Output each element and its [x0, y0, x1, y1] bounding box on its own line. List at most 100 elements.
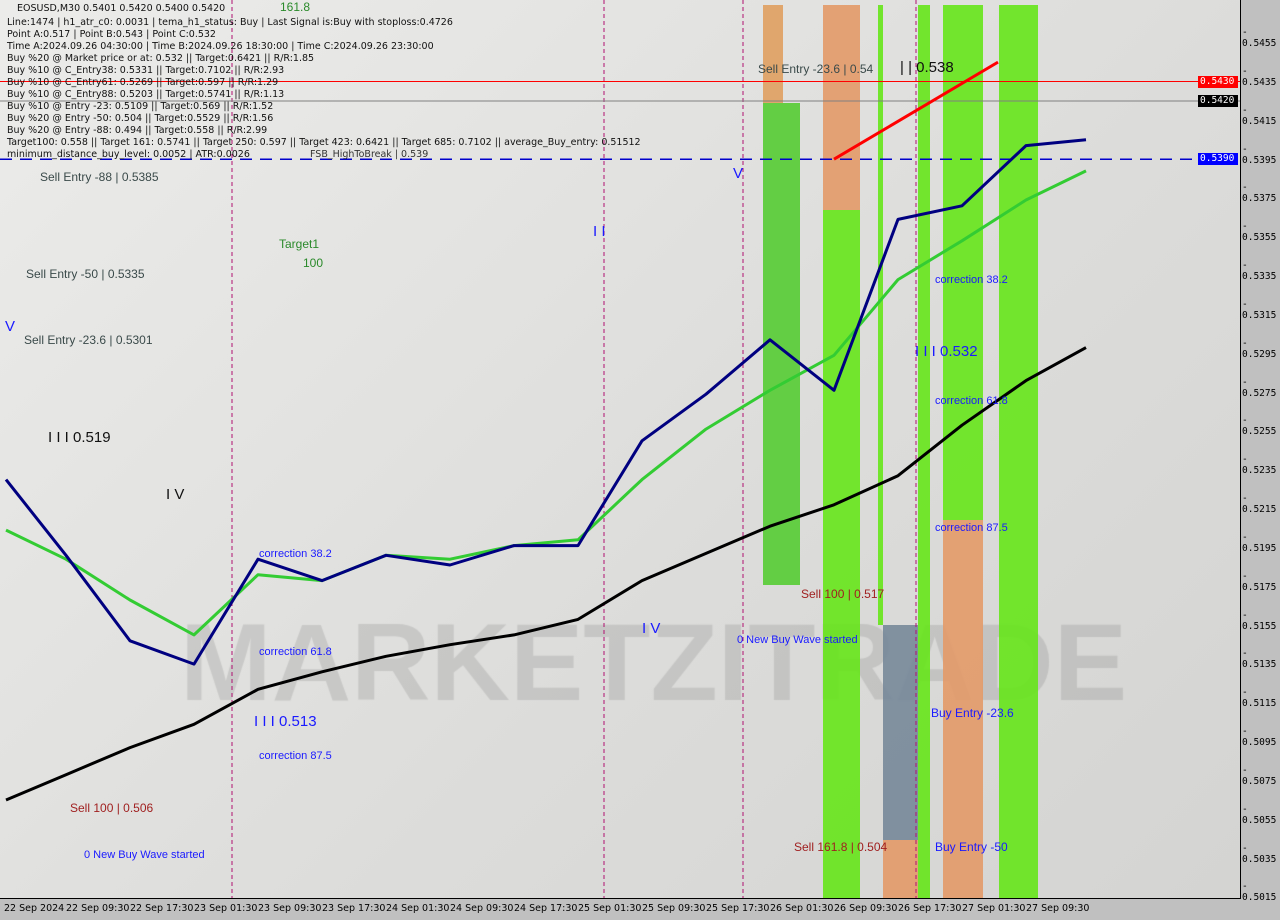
signal-info-line: minimum_distance_buy_level: 0.0052 | ATR…	[7, 149, 250, 160]
price-tick-label: - 0.5155	[1242, 609, 1277, 632]
signal-info-line: Buy %10 @ C_Entry88: 0.5203 || Target:0.…	[7, 89, 285, 100]
sell-100-label: Sell 100 | 0.506	[70, 801, 154, 815]
correction-875-label: correction 87.5	[259, 750, 332, 762]
time-tick-label: 23 Sep 01:30	[194, 903, 258, 914]
wave-ii-label: I I	[593, 223, 606, 240]
symbol-ohlc: EOSUSD,M30 0.5401 0.5420 0.5400 0.5420	[17, 3, 226, 14]
signal-zone-band	[823, 5, 860, 210]
wave-iv-mid-label: I V	[642, 620, 661, 637]
price-tick-label: - 0.5135	[1242, 648, 1277, 671]
sell-entry-88-label: Sell Entry -88 | 0.5385	[40, 170, 159, 184]
time-tick-label: 24 Sep 01:30	[386, 903, 450, 914]
time-tick-label: 25 Sep 17:30	[706, 903, 770, 914]
price-tick-label: - 0.5255	[1242, 415, 1277, 438]
signal-info-line: Buy %10 @ Entry -23: 0.5109 || Target:0.…	[7, 101, 274, 112]
signal-zone-band	[883, 625, 918, 840]
time-tick-label: 23 Sep 09:30	[258, 903, 322, 914]
price-tick-label: - 0.5035	[1242, 842, 1277, 865]
price-chart	[0, 0, 1240, 898]
price-tick-label: - 0.5075	[1242, 764, 1277, 787]
time-tick-label: 22 Sep 17:30	[130, 903, 194, 914]
price-tick-label: - 0.5175	[1242, 570, 1277, 593]
chart-plot-area[interactable]: EOSUSD,M30 0.5401 0.5420 0.5400 0.5420 L…	[0, 0, 1241, 899]
signal-zone-band	[918, 5, 930, 898]
time-tick-label: 22 Sep 09:30	[66, 903, 130, 914]
price-tick-label: - 0.5115	[1242, 687, 1277, 710]
new-buy-wave-right-label: 0 New Buy Wave started	[737, 634, 858, 646]
fib-161-label: 161.8	[280, 0, 311, 14]
signal-zone-band	[943, 520, 983, 898]
time-tick-label: 25 Sep 09:30	[642, 903, 706, 914]
signal-zone-band	[763, 5, 783, 103]
price-tick-label: - 0.5355	[1242, 221, 1277, 244]
price-tick-label: - 0.5335	[1242, 260, 1277, 282]
price-tick-label: - 0.5315	[1242, 298, 1277, 321]
signal-zone-band	[999, 5, 1038, 898]
price-tag: 0.5390	[1198, 153, 1238, 166]
wave-iv-label: I V	[166, 486, 185, 503]
price-tick-label: - 0.5095	[1242, 726, 1277, 749]
buy-entry-236-label: Buy Entry -23.6	[931, 706, 1014, 720]
correction-618-label: correction 61.8	[259, 646, 332, 658]
sell-entry-236-right-label: Sell Entry -23.6 | 0.54	[758, 62, 874, 76]
price-tick-label: - 0.5375	[1242, 182, 1277, 205]
price-tick-label: - 0.5215	[1242, 493, 1277, 516]
price-tick-label: - 0.5415	[1242, 104, 1277, 127]
correction-618-right-label: correction 61.8	[935, 395, 1008, 407]
signal-info-line: Buy %20 @ Market price or at: 0.532 || T…	[7, 53, 315, 64]
correction-875-right-label: correction 87.5	[935, 522, 1008, 534]
signal-info-line: Buy %20 @ Entry -88: 0.494 || Target:0.5…	[7, 125, 268, 136]
time-tick-label: 26 Sep 01:30	[770, 903, 834, 914]
signal-info-line: Target100: 0.558 || Target 161: 0.5741 |…	[7, 137, 641, 148]
signal-zone-band	[763, 103, 800, 585]
sell-1618-label: Sell 161.8 | 0.504	[794, 840, 888, 854]
price-tick-label: - 0.5015	[1242, 881, 1277, 904]
price-tag: 0.5430	[1198, 75, 1238, 88]
price-tick-label: - 0.5435	[1242, 65, 1277, 88]
time-tick-label: 26 Sep 17:30	[898, 903, 962, 914]
sell-100-0517-label: Sell 100 | 0.517	[801, 587, 885, 601]
target1-value: 100	[303, 256, 324, 270]
signal-info-line: Line:1474 | h1_atr_c0: 0.0031 | tema_h1_…	[7, 17, 453, 28]
wave-iii-0532-label: I I I 0.532	[915, 343, 978, 360]
time-tick-label: 27 Sep 01:30	[962, 903, 1026, 914]
signal-info-line: Time A:2024.09.26 04:30:00 | Time B:2024…	[7, 41, 434, 52]
price-tick-label: - 0.5275	[1242, 376, 1277, 399]
new-buy-wave-label: 0 New Buy Wave started	[84, 849, 205, 861]
signal-info-line: Buy %10 @ C_Entry61: 0.5269 || Target:0.…	[7, 77, 279, 88]
time-tick-label: 24 Sep 09:30	[450, 903, 514, 914]
time-tick-label: 24 Sep 17:30	[514, 903, 578, 914]
moving-average-line-0	[5, 346, 1087, 802]
price-tag: 0.5420	[1198, 94, 1238, 107]
price-tick-label: - 0.5395	[1242, 143, 1277, 166]
time-tick-label: 26 Sep 09:30	[834, 903, 898, 914]
wave-v-label: V	[5, 318, 16, 335]
signal-info-line: Buy %20 @ Entry -50: 0.504 || Target:0.5…	[7, 113, 274, 124]
signal-zone-band	[823, 210, 860, 898]
wave-iii-label: I I I 0.519	[48, 429, 111, 446]
signal-info-line: Point A:0.517 | Point B:0.543 | Point C:…	[7, 29, 216, 40]
correction-382-right-label: correction 38.2	[935, 274, 1008, 286]
moving-average-line-1	[5, 169, 1087, 637]
price-tick-label: - 0.5235	[1242, 454, 1277, 477]
price-tick-label: - 0.5455	[1242, 27, 1277, 49]
sell-entry-50-label: Sell Entry -50 | 0.5335	[26, 267, 145, 281]
time-tick-label: 27 Sep 09:30	[1026, 903, 1090, 914]
wave-iii-0513-label: I I I 0.513	[254, 713, 317, 730]
target1-label: Target1	[279, 237, 320, 251]
wave-trendline	[833, 60, 999, 161]
wave-ii-0538-label: | | 0.538	[900, 59, 954, 76]
correction-382-label: correction 38.2	[259, 548, 332, 560]
buy-entry-50-label: Buy Entry -50	[935, 840, 1008, 854]
sell-entry-236-label: Sell Entry -23.6 | 0.5301	[24, 333, 153, 347]
signal-zone-band	[878, 5, 883, 625]
moving-average-line-2	[4, 138, 1087, 666]
signal-zone-band	[883, 840, 918, 898]
wave-v-mid-label: V	[733, 165, 744, 182]
price-tick-label: - 0.5195	[1242, 531, 1277, 554]
time-tick-label: 22 Sep 2024	[4, 903, 65, 914]
fsb-label: FSB_HighToBreak | 0.539	[310, 149, 429, 160]
price-tick-label: - 0.5295	[1242, 337, 1277, 360]
signal-info-line: Buy %10 @ C_Entry38: 0.5331 || Target:0.…	[7, 65, 285, 76]
price-tick-label: - 0.5055	[1242, 803, 1277, 826]
